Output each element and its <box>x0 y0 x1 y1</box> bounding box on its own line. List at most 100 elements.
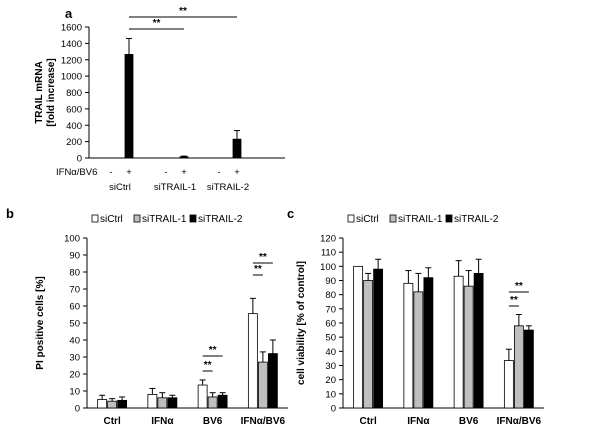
bar-siTRAIL-1-1 <box>157 397 168 409</box>
group-label-siCtrl: siCtrl <box>109 182 131 193</box>
bar-siCtrl-3 <box>247 313 258 409</box>
legend-label-siTRAIL-1: siTRAIL-1 <box>398 214 443 225</box>
significance-label: ** <box>204 360 212 371</box>
y-tick-label: 10 <box>69 387 80 398</box>
y-tick-label: 30 <box>69 353 80 364</box>
y-tick-label: 0 <box>77 154 82 165</box>
y-tick-label: 60 <box>69 302 80 313</box>
panel-a-chart: 0 200 400 600 800 1000 1200 1400 1600 TRAIL mRNA[… <box>34 6 285 193</box>
panel-a-letter: a <box>65 6 73 21</box>
condition-sign: - <box>109 167 112 178</box>
y-tick-label: 80 <box>325 290 336 301</box>
bar-siCtrl-2 <box>453 275 464 409</box>
bar-siTRAIL-1-2 <box>207 396 218 409</box>
bar-siCtrl-0 <box>97 399 108 409</box>
y-tick-label: 40 <box>325 347 336 358</box>
bar-siTRAIL-1-3 <box>513 325 524 409</box>
condition-sign: - <box>217 167 220 178</box>
bar-siCtrl-1 <box>403 282 414 409</box>
significance-label: ** <box>153 18 161 29</box>
bar-siCtrl-2 <box>197 384 208 409</box>
bar-siCtrl-0 <box>353 265 364 409</box>
y-tick-label: 90 <box>69 251 80 262</box>
y-tick-label: 0 <box>331 404 336 415</box>
bar-siTRAIL-2-2 <box>217 394 228 409</box>
significance-label: ** <box>254 264 262 275</box>
bar-siTRAIL-1-0 <box>363 280 374 409</box>
significance-label: ** <box>515 281 523 292</box>
panel-b-chart: 0 10 20 30 40 50 60 70 80 90 100 PI positive cells … <box>35 214 288 427</box>
y-tick-label: 600 <box>66 104 82 115</box>
y-tick-label: 100 <box>320 262 336 273</box>
condition-sign: + <box>234 167 240 178</box>
y-tick-label: 50 <box>325 333 336 344</box>
category-label: IFNα/BV6 <box>497 416 542 427</box>
y-axis-label: cell viability [% of control] <box>296 261 307 385</box>
legend-label-siCtrl: siCtrl <box>100 214 123 225</box>
legend-label-siTRAIL-2: siTRAIL-2 <box>454 214 499 225</box>
category-label: BV6 <box>203 416 223 427</box>
y-tick-label: 1200 <box>61 55 82 66</box>
y-tick-label: 110 <box>321 248 336 259</box>
legend-swatch-siCtrl <box>347 214 355 223</box>
treatment-label: IFNα/BV6 <box>56 167 97 178</box>
group-label-siTRAIL-2: siTRAIL-2 <box>207 182 249 193</box>
category-label: Ctrl <box>104 416 121 427</box>
bar-siCtrl-plus <box>124 54 134 159</box>
y-tick-label: 80 <box>69 268 80 279</box>
bar-siTRAIL-1-0 <box>107 400 118 409</box>
bar-siTRAIL-2-0 <box>117 399 128 409</box>
y-axis-label-line-2: [fold increase] <box>46 58 57 126</box>
y-axis-label-line-1: TRAIL mRNA <box>34 61 45 124</box>
legend-label-siTRAIL-2: siTRAIL-2 <box>198 214 243 225</box>
y-tick-label: 40 <box>69 336 80 347</box>
significance-label: ** <box>510 295 518 306</box>
bar-siCtrl-1 <box>147 393 158 409</box>
panel-c-chart: 0 10 20 30 40 50 60 70 80 90 100 110 120 cell viabili… <box>296 214 544 427</box>
bar-siTRAIL-2-plus <box>232 138 242 159</box>
significance-label: ** <box>209 345 217 356</box>
bar-siTRAIL-1-3 <box>257 361 268 409</box>
y-tick-label: 1000 <box>61 72 82 83</box>
legend-swatch-siCtrl <box>91 214 99 223</box>
y-tick-label: 20 <box>69 370 80 381</box>
y-tick-label: 100 <box>64 234 80 245</box>
category-label: Ctrl <box>360 416 377 427</box>
condition-sign: + <box>126 167 132 178</box>
y-tick-label: 50 <box>69 319 80 330</box>
y-tick-label: 90 <box>325 276 336 287</box>
category-label: BV6 <box>459 416 479 427</box>
panel-c-letter: c <box>287 206 294 221</box>
bar-siTRAIL-2-3 <box>267 353 278 409</box>
condition-sign: + <box>181 167 187 178</box>
legend-swatch-siTRAIL-2 <box>189 214 197 223</box>
legend-label-siTRAIL-1: siTRAIL-1 <box>142 214 187 225</box>
bar-siTRAIL-1-1 <box>413 291 424 409</box>
y-tick-label: 60 <box>325 319 336 330</box>
group-label-siTRAIL-1: siTRAIL-1 <box>154 182 196 193</box>
legend-swatch-siTRAIL-2 <box>445 214 453 223</box>
y-tick-label: 800 <box>66 88 82 99</box>
bar-siTRAIL-1-2 <box>463 285 474 409</box>
bar-siCtrl-3 <box>503 360 514 409</box>
y-tick-label: 10 <box>325 389 336 400</box>
condition-sign: - <box>164 167 167 178</box>
bar-siTRAIL-2-3 <box>523 329 534 409</box>
significance-label: ** <box>259 252 267 263</box>
panel-b-letter: b <box>6 206 14 221</box>
bar-siTRAIL-2-2 <box>473 273 484 409</box>
y-tick-label: 20 <box>325 375 336 386</box>
y-tick-label: 1400 <box>61 39 82 50</box>
y-tick-label: 120 <box>320 234 336 245</box>
y-tick-label: 0 <box>75 404 80 415</box>
legend-swatch-siTRAIL-1 <box>133 214 141 223</box>
legend-swatch-siTRAIL-1 <box>389 214 397 223</box>
y-tick-label: 70 <box>69 285 80 296</box>
category-label: IFNα <box>151 416 174 427</box>
y-tick-label: 30 <box>325 361 336 372</box>
y-tick-label: 70 <box>325 304 336 315</box>
bar-siTRAIL-1-plus <box>179 156 189 159</box>
y-tick-label: 400 <box>66 121 82 132</box>
bar-siTRAIL-2-0 <box>373 268 384 409</box>
